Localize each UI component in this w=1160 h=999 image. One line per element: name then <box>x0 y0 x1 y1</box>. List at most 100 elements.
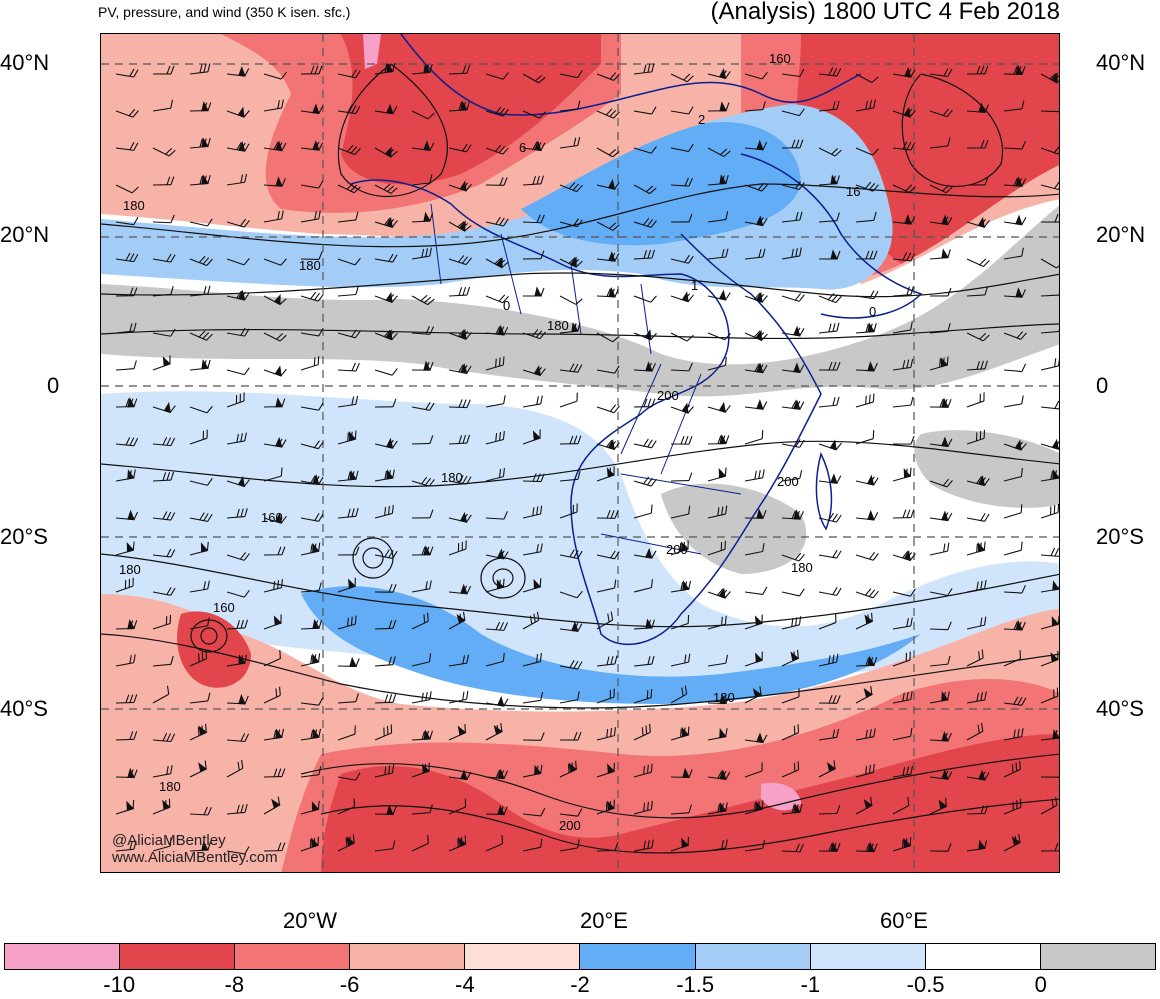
coastlines <box>350 34 923 646</box>
wind-barb <box>337 430 357 445</box>
wind-barb <box>448 143 472 153</box>
wind-barb <box>929 322 951 334</box>
wind-barb <box>892 509 915 519</box>
wind-barb <box>152 328 176 337</box>
wind-barb <box>337 834 356 852</box>
wind-barb <box>781 469 803 482</box>
wind-barb <box>633 63 655 75</box>
wind-barb <box>485 395 506 408</box>
wind-barb <box>966 139 989 149</box>
wind-barb <box>374 437 398 449</box>
wind-barb <box>152 436 176 447</box>
wind-barb <box>966 580 987 593</box>
wind-barb <box>115 322 137 334</box>
colorbar-tick-label: -2 <box>570 972 590 997</box>
wind-barb <box>337 577 357 593</box>
wind-barb <box>929 214 953 226</box>
wind-barb <box>1003 504 1023 519</box>
wind-barb <box>411 110 435 120</box>
wind-barb <box>152 511 176 521</box>
lat-label-right: 40°S <box>1096 696 1144 721</box>
wind-barb <box>374 62 396 75</box>
wind-barb <box>1003 620 1026 631</box>
wind-barb <box>633 504 653 519</box>
wind-barb <box>559 590 583 599</box>
wind-barb <box>448 220 472 232</box>
wind-barb <box>226 694 249 705</box>
wind-barb <box>559 218 583 228</box>
wind-barb <box>744 762 763 778</box>
wind-barb <box>374 764 395 778</box>
wind-barb <box>707 467 727 482</box>
contour-line <box>101 272 1059 298</box>
wind-barb <box>559 691 580 704</box>
pv-tropical-grey <box>101 205 1059 397</box>
wind-barb <box>596 221 620 231</box>
wind-barb <box>300 697 324 706</box>
wind-barb <box>818 805 841 815</box>
wind-barb <box>115 694 138 704</box>
colorbar-swatch <box>5 944 121 969</box>
wind-barb <box>115 619 138 630</box>
wind-barb <box>485 216 509 227</box>
wind-barb <box>596 655 618 667</box>
wind-barb <box>411 435 434 445</box>
wind-barb <box>522 364 546 377</box>
wind-barb <box>818 587 842 596</box>
wind-barb <box>633 579 653 593</box>
wind-barb <box>152 837 172 852</box>
wind-barb <box>929 356 949 371</box>
contour-line <box>901 73 1004 188</box>
wind-barb <box>966 360 988 371</box>
wind-barb <box>337 656 360 667</box>
wind-barb <box>670 767 693 778</box>
wind-barb <box>115 68 139 78</box>
wind-barb <box>744 686 763 704</box>
wind-barb <box>226 508 248 519</box>
wind-barb <box>411 360 434 371</box>
wind-barb <box>818 841 841 852</box>
wind-barb <box>189 580 210 593</box>
wind-barb <box>744 732 768 744</box>
colorbar-swatch <box>580 944 696 969</box>
wind-barb <box>1003 834 1021 852</box>
wind-barb <box>929 137 951 149</box>
colorbar-tick-label: -6 <box>339 972 360 997</box>
wind-barb <box>522 764 543 778</box>
wind-barb <box>1040 768 1059 778</box>
contour-label: 0 <box>869 304 876 319</box>
wind-barb <box>707 248 729 260</box>
wind-barb <box>448 724 467 741</box>
wind-barb <box>1003 363 1027 373</box>
lat-label-left: 0 <box>47 373 60 398</box>
wind-barb <box>485 356 505 371</box>
contour-label: 180 <box>159 779 181 794</box>
wind-barb <box>781 688 800 704</box>
wind-barb <box>633 106 657 115</box>
wind-barb <box>263 649 281 667</box>
wind-barb <box>633 476 657 487</box>
wind-barb <box>263 258 287 266</box>
wind-barb <box>707 289 731 301</box>
lon-label: 60°E <box>880 908 928 933</box>
wind-barb <box>448 434 471 445</box>
wind-barb <box>892 184 916 193</box>
wind-barb <box>892 141 916 151</box>
wind-barb <box>337 798 356 815</box>
wind-barb <box>633 839 654 852</box>
wind-barb <box>892 588 916 597</box>
wind-barb <box>337 104 361 115</box>
contour-label: 180 <box>299 258 321 273</box>
wind-barb <box>633 361 656 372</box>
wind-barb <box>559 808 583 817</box>
wind-barb <box>855 551 879 561</box>
wind-barb <box>485 144 509 155</box>
wind-barb <box>1003 760 1021 778</box>
wind-barb <box>744 139 768 151</box>
wind-barb <box>670 653 691 667</box>
wind-barb <box>485 548 509 560</box>
wind-barb <box>892 396 914 408</box>
wind-barb <box>115 360 137 371</box>
wind-barb <box>1040 580 1059 593</box>
wind-barb <box>337 546 360 556</box>
